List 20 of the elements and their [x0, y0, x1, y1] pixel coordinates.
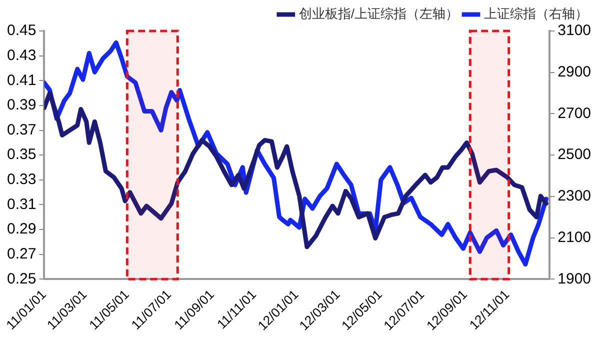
y2-tick-label: 2700	[558, 104, 592, 122]
y-tick-label: 0.29	[6, 220, 36, 238]
y2-tick-label: 2900	[558, 64, 592, 81]
y-tick-label: 0.25	[6, 270, 36, 288]
y-tick-label: 0.37	[6, 121, 36, 138]
y2-tick-label: 2100	[558, 228, 592, 246]
y2-tick-label: 2300	[558, 188, 592, 205]
y2-tick-label: 3100	[558, 22, 592, 40]
y-tick-label: 0.33	[6, 171, 36, 188]
y-tick-label: 0.43	[6, 46, 36, 64]
y-tick-label: 0.31	[6, 196, 36, 213]
y2-tick-label: 2500	[558, 146, 592, 164]
y-tick-label: 0.45	[6, 22, 36, 40]
legend-label: 上证综指（右轴）	[484, 6, 588, 22]
y2-tick-label: 1900	[558, 270, 592, 288]
y-tick-label: 0.27	[6, 246, 36, 263]
y-tick-label: 0.41	[6, 72, 36, 89]
legend-label: 创业板指/上证综指（左轴）	[298, 6, 459, 22]
y-tick-label: 0.35	[6, 146, 36, 164]
y-tick-label: 0.39	[6, 96, 36, 114]
